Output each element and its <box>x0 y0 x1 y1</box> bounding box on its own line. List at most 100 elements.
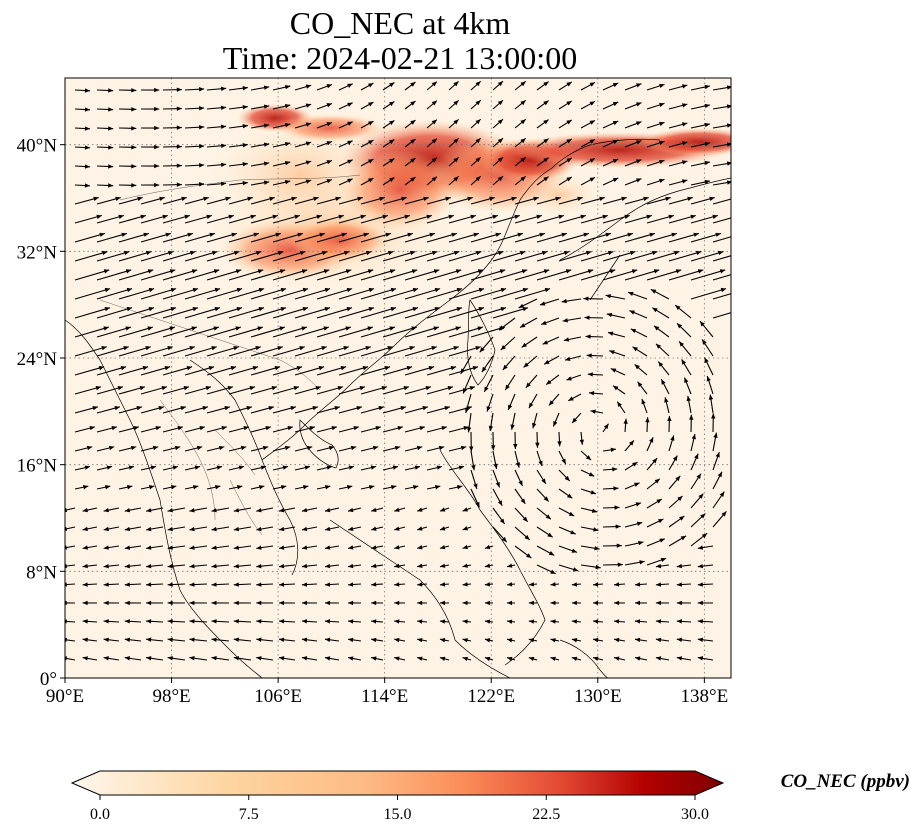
wind-arrow-head <box>543 496 549 502</box>
wind-arrow-head <box>616 543 622 548</box>
wind-arrow-head <box>103 600 109 606</box>
wind-arrow <box>338 346 371 357</box>
wind-arrow-head <box>694 453 699 460</box>
wind-arrow-head <box>301 582 308 587</box>
wind-arrow-head <box>125 326 131 331</box>
wind-arrow-head <box>610 368 617 373</box>
wind-arrow-head <box>617 401 622 408</box>
wind-arrow-head <box>635 502 642 507</box>
wind-arrow-head <box>634 600 641 606</box>
lat-tick-label: 16°N <box>17 456 58 477</box>
wind-arrow <box>360 326 395 338</box>
wind-arrow-head <box>580 214 586 219</box>
wind-arrow-head <box>124 526 131 532</box>
wind-arrow <box>404 307 441 319</box>
wind-arrow-head <box>305 179 312 184</box>
wind-arrow-head <box>324 306 330 312</box>
wind-arrow-head <box>538 460 543 467</box>
wind-arrow-head <box>528 638 535 643</box>
wind-arrow-head <box>571 638 578 643</box>
wind-arrow <box>360 366 391 376</box>
wind-arrow-head <box>481 366 487 373</box>
wind-arrow <box>690 288 727 300</box>
wind-arrow-head <box>246 406 252 411</box>
wind-arrow-head <box>638 540 644 546</box>
coastlines <box>65 138 731 678</box>
wind-arrow <box>250 251 284 262</box>
wind-arrow-head <box>563 337 570 342</box>
wind-arrow-head <box>506 656 513 662</box>
wind-arrow-head <box>734 215 739 219</box>
wind-arrow-head <box>506 600 513 606</box>
wind-arrow-head <box>431 119 437 125</box>
lat-tick-label: 24°N <box>17 349 58 370</box>
wind-arrow-head <box>211 582 217 587</box>
wind-arrow-head <box>302 287 309 293</box>
wind-arrow-head <box>341 232 347 237</box>
wind-arrow-head <box>634 482 640 487</box>
wind-arrow-head <box>131 88 137 93</box>
colorbar-tick-label: 0.0 <box>90 806 110 823</box>
wind-arrow-head <box>146 656 152 661</box>
wind-arrow-head <box>455 326 461 331</box>
wind-arrow <box>624 269 660 281</box>
wind-arrow <box>470 251 504 262</box>
wind-arrow-head <box>595 564 601 570</box>
wind-arrow-head <box>614 582 620 587</box>
wind-arrow-head <box>118 214 124 219</box>
wind-arrow <box>382 326 417 338</box>
wind-arrow-head <box>439 544 446 550</box>
wind-arrow <box>140 288 177 300</box>
wind-arrow-head <box>274 365 281 371</box>
wind-arrow-head <box>108 164 114 169</box>
wind-arrow-head <box>130 445 137 451</box>
wind-arrow-head <box>697 269 704 274</box>
wind-arrow <box>228 288 265 300</box>
wind-arrow <box>426 346 459 357</box>
wind-arrow-head <box>431 176 437 182</box>
wind-arrow-head <box>571 656 578 661</box>
wind-arrow-head <box>659 178 665 184</box>
wind-arrow-head <box>488 425 494 432</box>
wind-arrow-head <box>104 485 111 490</box>
wind-arrow-head <box>284 142 291 147</box>
wind-arrow-head <box>412 306 418 312</box>
wind-arrow-head <box>704 141 710 147</box>
wind-arrow-head <box>220 162 227 167</box>
wind-arrow-head <box>525 382 531 388</box>
wind-arrow-head <box>347 159 353 164</box>
wind-arrow-head <box>655 656 662 661</box>
wind-arrow <box>65 583 76 586</box>
wind-arrow-head <box>497 500 503 506</box>
wind-arrow-head <box>691 433 696 440</box>
wind-arrow <box>140 232 171 243</box>
wind-arrow <box>338 307 375 319</box>
wind-arrow-head <box>82 526 88 532</box>
wind-arrow <box>426 232 457 243</box>
wind-arrow-head <box>390 485 397 490</box>
wind-arrow-head <box>631 269 638 274</box>
wind-arrow <box>646 232 677 243</box>
wind-arrow-head <box>526 553 532 559</box>
wind-arrow-head <box>305 122 312 127</box>
wind-arrow <box>558 232 589 243</box>
wind-arrow-head <box>371 507 377 512</box>
wind-arrow-head <box>561 458 566 465</box>
wind-arrow-head <box>142 365 149 371</box>
wind-arrow-head <box>305 160 312 165</box>
wind-arrow-head <box>649 232 655 237</box>
wind-arrow-head <box>277 346 283 351</box>
wind-arrow-head <box>293 385 300 391</box>
wind-arrow-head <box>117 385 124 391</box>
wind-arrow-head <box>365 346 371 351</box>
wind-arrow-head <box>448 214 454 219</box>
wind-arrow-head <box>721 511 727 517</box>
wind-arrow-head <box>368 159 374 164</box>
wind-arrow-head <box>417 619 423 624</box>
wind-arrow-head <box>315 385 322 391</box>
wind-arrow-head <box>676 582 682 587</box>
wind-arrow-head <box>233 563 239 569</box>
wind-arrow-head <box>65 600 67 606</box>
wind-arrow <box>514 288 551 300</box>
wind-arrow-head <box>84 164 90 169</box>
